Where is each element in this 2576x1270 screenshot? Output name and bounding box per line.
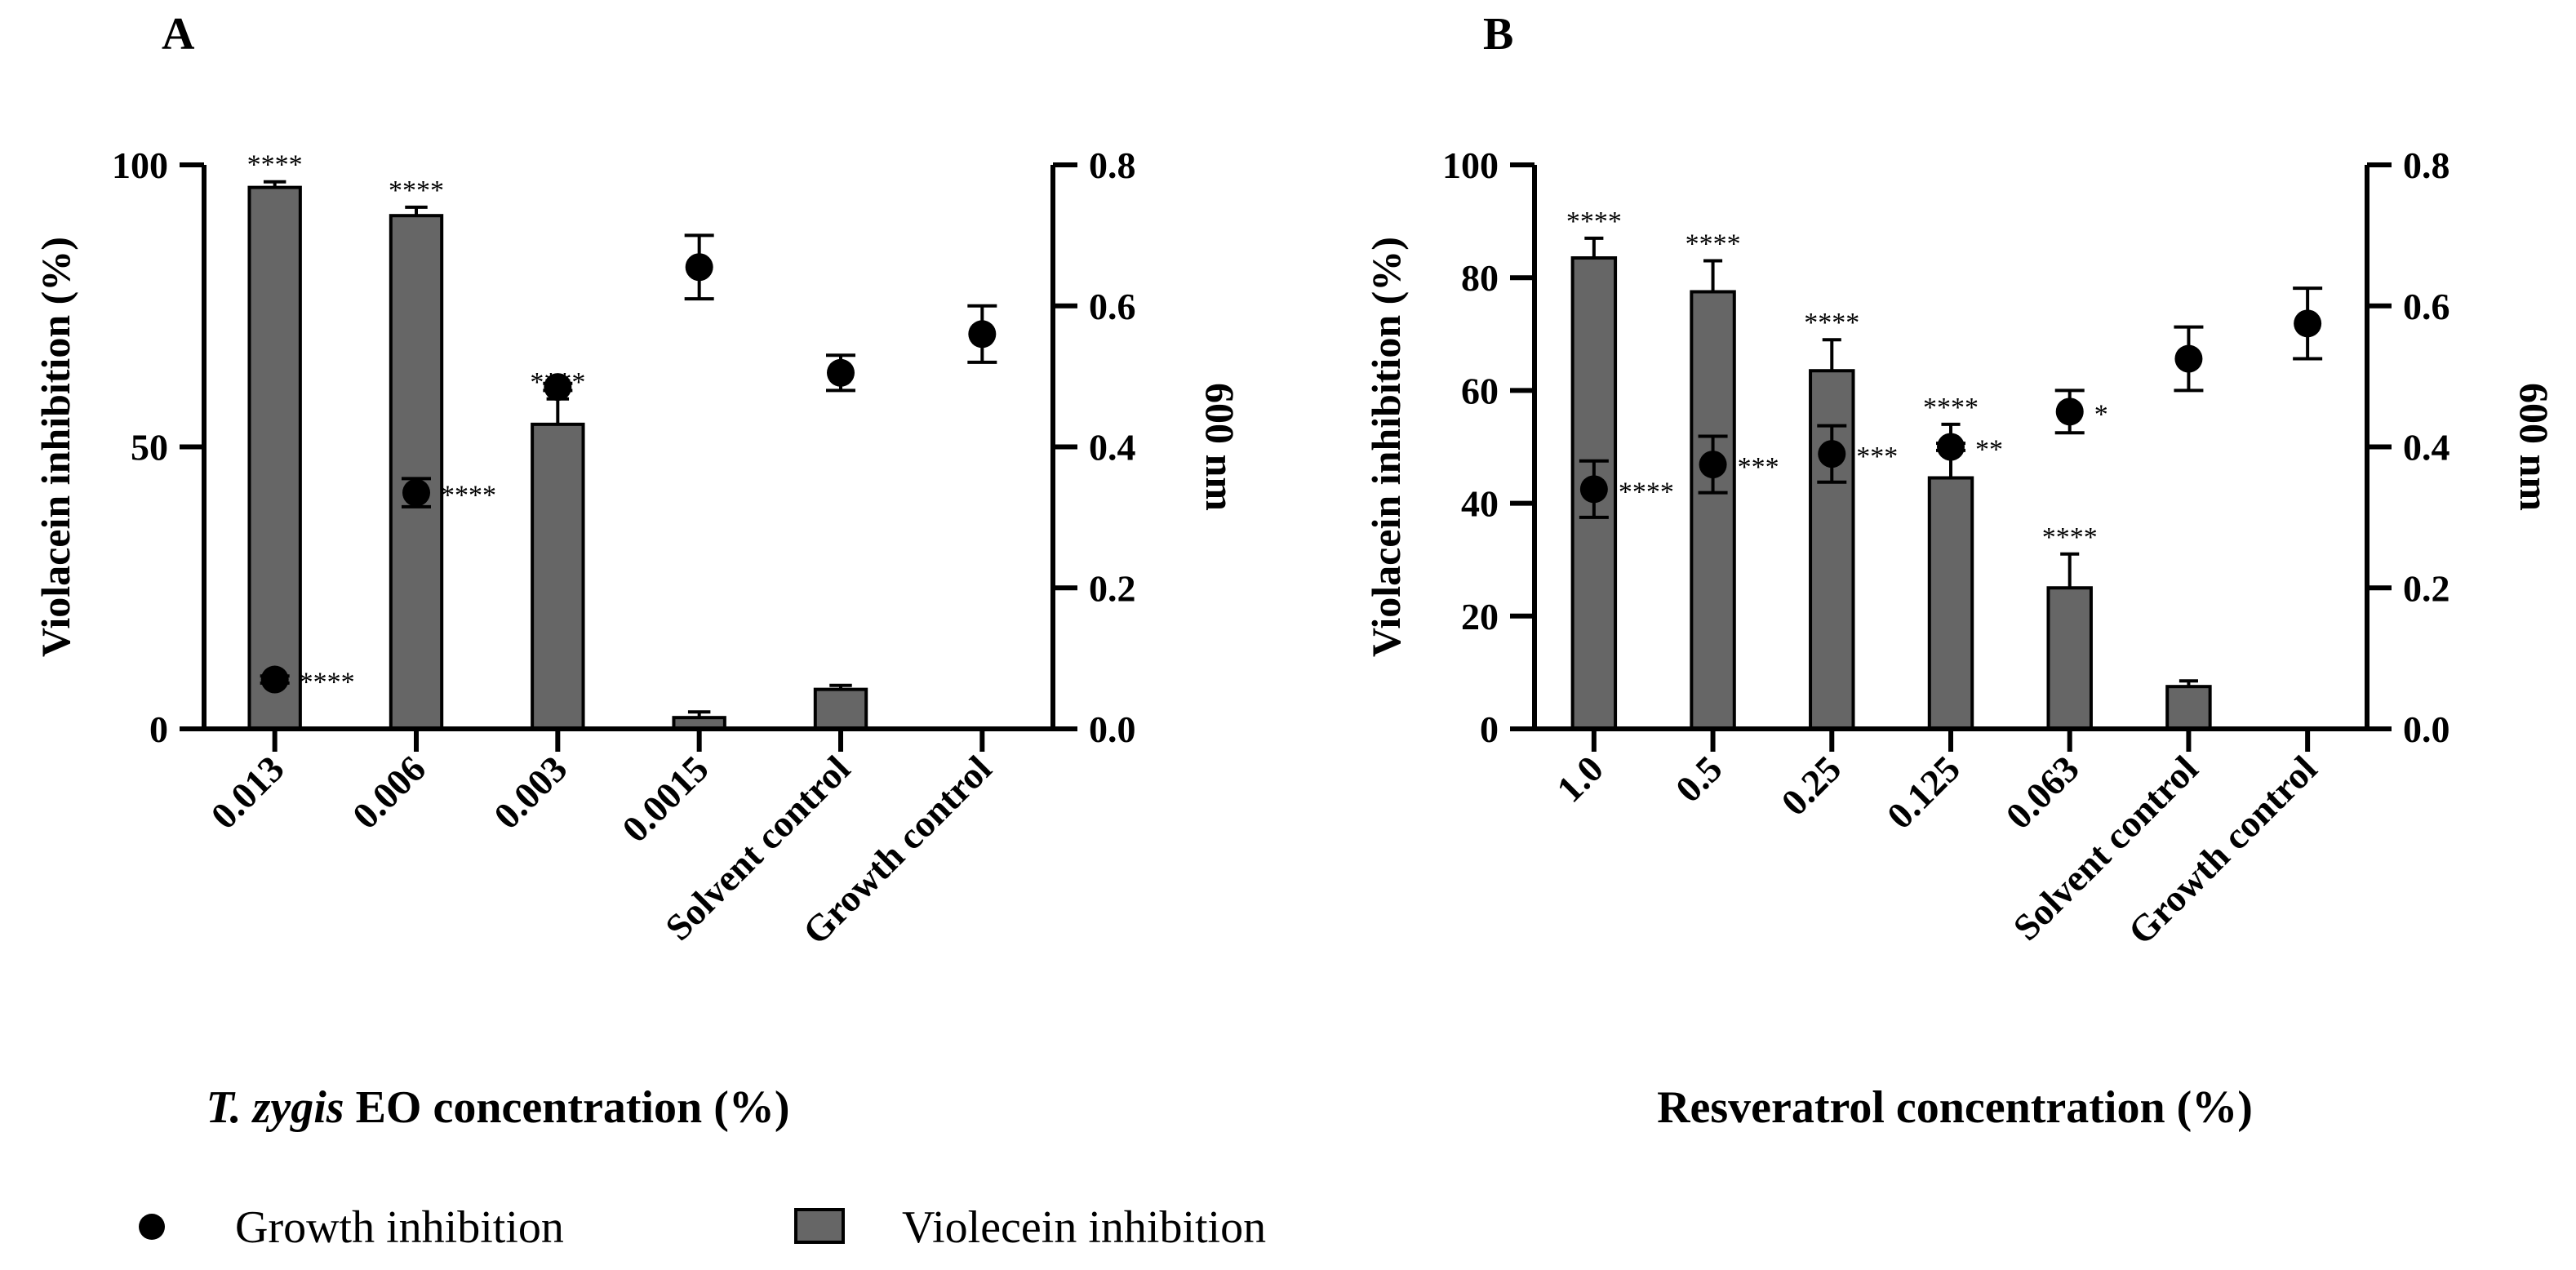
bar (1927, 476, 1974, 730)
point (1937, 433, 1965, 461)
point (2294, 309, 2322, 338)
bar (1690, 290, 1736, 731)
bar-significance: **** (1923, 393, 1979, 423)
bar (813, 687, 868, 731)
point-significance: **** (1619, 477, 1674, 507)
point-significance: * (2094, 399, 2108, 429)
y-tick-label-left: 50 (131, 427, 168, 468)
panel-b: B*************************** *** ***020406… (1363, 9, 2557, 1133)
bar (389, 214, 444, 730)
y-tick-label-right: 0.6 (1089, 286, 1136, 327)
legend-growth-marker (139, 1214, 165, 1240)
bar-significance: **** (2042, 522, 2098, 553)
x-category-label: 0.003 (486, 748, 575, 837)
y-tick-label-left: 0 (149, 708, 168, 750)
point (260, 665, 289, 694)
point (544, 373, 572, 402)
point-significance: **** (441, 481, 496, 511)
point (1579, 475, 1608, 504)
point (1818, 440, 1846, 468)
x-axis-title: Resveratrol concentration (%) (1657, 1082, 2253, 1133)
y-axis-title-left: Violacein inhibition (%) (33, 237, 78, 657)
bar-significance: **** (1686, 229, 1741, 259)
x-category-label: 0.25 (1773, 748, 1849, 824)
point (1699, 451, 1727, 479)
bar (2165, 685, 2212, 730)
x-category-label: 0.5 (1668, 748, 1730, 810)
y-tick-label-left: 0 (1480, 708, 1499, 750)
point (827, 358, 855, 387)
y-tick-label-right: 0.6 (2403, 286, 2450, 327)
panel-letter: B (1483, 9, 1513, 60)
x-axis-title-text: Resveratrol concentration (%) (1657, 1082, 2253, 1133)
point-significance: **** (300, 668, 355, 698)
bar-significance: **** (1804, 308, 1859, 338)
point-significance: *** (1856, 442, 1898, 472)
panel-a: A********************0501000.00.20.40.60… (33, 9, 1243, 1133)
legend-violacein-swatch (794, 1208, 845, 1244)
point (685, 253, 713, 282)
point (402, 478, 430, 507)
point-significance: ** (1975, 435, 2003, 465)
y-tick-label-right: 0.4 (2403, 427, 2450, 468)
y-tick-label-right: 0.8 (2403, 144, 2450, 186)
y-tick-label-right: 0.2 (2403, 567, 2450, 609)
x-axis-title: T. zygis EO concentration (%) (207, 1082, 790, 1133)
x-axis-title-text: EO concentration (%) (344, 1082, 790, 1133)
y-tick-label-left: 20 (1461, 596, 1499, 637)
x-axis-title-italic: T. zygis (207, 1082, 344, 1133)
point (2055, 397, 2084, 426)
y-tick-label-right: 0.4 (1089, 427, 1136, 468)
bar (531, 422, 585, 730)
y-tick-label-left: 40 (1461, 483, 1499, 525)
bar (247, 185, 302, 730)
bar-significance: **** (389, 175, 444, 206)
y-tick-label-right: 0.0 (1089, 708, 1136, 750)
x-category-label: 0.063 (1998, 748, 2087, 837)
y-tick-label-left: 60 (1461, 370, 1499, 411)
bar-significance: **** (247, 150, 303, 180)
panel-letter: A (162, 9, 195, 60)
legend-growth-label: Growth inhibition (235, 1202, 564, 1253)
y-tick-label-left: 100 (112, 144, 168, 186)
bar-significance: **** (1566, 206, 1622, 237)
y-axis-title-right: 600 nm (2512, 383, 2557, 511)
y-tick-label-right: 0.2 (1089, 567, 1136, 609)
x-category-label: 1.0 (1548, 748, 1611, 810)
x-category-label: 0.006 (344, 748, 433, 837)
y-tick-label-left: 80 (1461, 257, 1499, 299)
legend-violacein-label: Violecein inhibition (902, 1202, 1266, 1253)
x-category-label: 0.013 (202, 748, 291, 837)
bar (2046, 586, 2093, 730)
y-axis-title-right: 600 nm (1197, 383, 1243, 511)
point (968, 320, 997, 349)
x-category-label: 0.0015 (614, 748, 717, 850)
y-tick-label-right: 0.8 (1089, 144, 1136, 186)
legend: Growth inhibition Violecein inhibition (139, 1202, 1266, 1253)
y-tick-label-left: 100 (1442, 144, 1499, 186)
y-tick-label-right: 0.0 (2403, 708, 2450, 750)
y-axis-title-left: Violacein inhibition (%) (1363, 237, 1409, 657)
point-significance: *** (1738, 452, 1779, 482)
x-category-label: 0.125 (1879, 748, 1968, 837)
point (2174, 344, 2203, 373)
